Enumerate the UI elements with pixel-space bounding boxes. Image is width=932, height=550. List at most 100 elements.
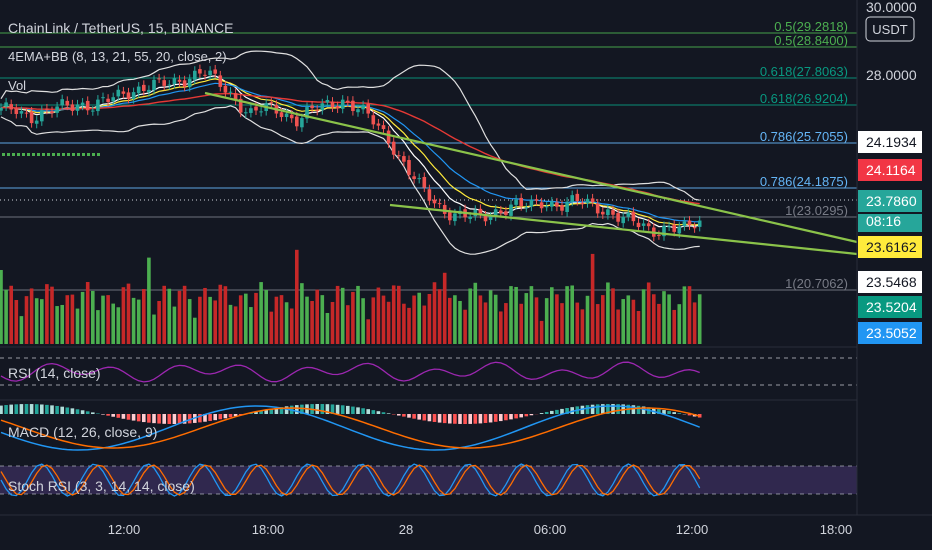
volume-bar (570, 285, 574, 344)
ema-55-line (0, 92, 700, 205)
candle-body (570, 195, 574, 202)
symbol-title[interactable]: ChainLink / TetherUS, 15, BINANCE (8, 20, 234, 36)
candle-body (539, 202, 544, 209)
volume-bar (233, 306, 238, 344)
volume-bar (463, 309, 467, 344)
macd-histogram-bar (315, 404, 319, 414)
candle-body (672, 224, 676, 232)
volume-bar (152, 314, 156, 344)
price-tag (858, 190, 922, 212)
volume-bar (330, 302, 335, 344)
candle-body (249, 108, 253, 113)
volume-bar (320, 295, 325, 344)
macd-histogram-bar (340, 405, 345, 414)
candle-body (284, 113, 289, 118)
macd-histogram-bar (381, 412, 386, 414)
candle-body (386, 130, 391, 144)
macd-histogram-bar (80, 410, 85, 414)
macd-histogram-bar (24, 404, 29, 414)
volume-bar (34, 298, 39, 344)
signal-dot (12, 153, 15, 156)
candle-body (514, 199, 518, 205)
volume-bar (376, 287, 381, 344)
macd-histogram-bar (198, 414, 202, 423)
volume-bar (40, 299, 44, 344)
candle-body (606, 209, 610, 216)
macd-histogram-bar (570, 407, 574, 414)
macd-histogram-bar (631, 405, 636, 414)
bb-upper-line (0, 50, 700, 201)
volume-bar (391, 285, 396, 344)
indicator-legend-ema-bb[interactable]: 4EMA+BB (8, 13, 21, 55, 20, close, 2) (8, 49, 227, 64)
ema-lines (0, 75, 700, 229)
candle-body (407, 160, 411, 175)
candle-body (397, 155, 401, 157)
volume-bar (238, 295, 243, 344)
macd-histogram-bar (126, 414, 131, 420)
price-tag-label: 23.5204 (866, 299, 917, 315)
ema-21-line (0, 82, 700, 223)
price-scale[interactable]: 30.0000 USDT 28.0000 24.1934 24.1164 23.7860 0… (856, 0, 932, 515)
fib-label: 0.618(27.8063) (760, 64, 848, 79)
volume-bar (356, 285, 360, 344)
volume-bar (279, 295, 284, 344)
macd-histogram-bar (60, 406, 64, 414)
macd-histogram-bar (40, 404, 44, 414)
indicator-legend-vol[interactable]: Vol (8, 78, 27, 93)
macd-histogram-bar (157, 414, 161, 424)
macd-histogram-bar (208, 414, 212, 421)
volume-bar (142, 289, 146, 344)
volume-bar (55, 306, 59, 344)
macd-histogram-bar (544, 411, 549, 414)
macd-histogram-bar (295, 405, 299, 414)
bb-lower-line (0, 105, 700, 255)
candle-body (499, 210, 503, 214)
candle-body (402, 156, 406, 162)
macd-histogram-bar (361, 408, 365, 414)
candle-body (555, 202, 559, 207)
candle-body (692, 226, 697, 229)
candle-body (448, 212, 452, 221)
volume-bar (417, 292, 421, 344)
volume-bar (172, 306, 177, 344)
volume-bar (274, 296, 279, 344)
candle-body (453, 213, 457, 222)
macd-histogram-bar (213, 414, 217, 421)
volume-bar (397, 285, 401, 344)
macd-histogram-bar (397, 414, 401, 416)
macd-histogram-bar (106, 414, 110, 416)
volume-bar (136, 299, 141, 344)
candle-body (320, 103, 325, 111)
candle-body (223, 85, 228, 93)
volume-bar (346, 305, 350, 344)
candle-body (412, 176, 416, 180)
volume-bar (14, 300, 19, 344)
volume-bar (29, 288, 34, 344)
candle-body (575, 193, 580, 202)
candle-body (427, 189, 432, 201)
macd-histogram-bar (4, 405, 8, 414)
candle-body (662, 226, 666, 237)
candle-body (80, 102, 85, 106)
macd-legend: MACD (12, 26, close, 9) (8, 424, 157, 440)
volume-bar (519, 303, 523, 344)
candle-body (534, 199, 539, 201)
macd-histogram-bar (218, 414, 223, 420)
macd-histogram-bar (662, 410, 666, 414)
volume-bar (534, 297, 539, 344)
macd-histogram-bar (162, 414, 166, 424)
bollinger-bands (0, 50, 700, 255)
candle-body (371, 115, 376, 125)
time-scale[interactable]: 12:00 18:00 28 06:00 12:00 18:00 (0, 514, 932, 537)
candle-body (131, 92, 136, 100)
candle-body (193, 70, 197, 80)
macd-histogram-bar (585, 405, 590, 414)
candle-body (611, 210, 615, 215)
candle-body (601, 211, 605, 215)
volume-bar (483, 302, 488, 344)
macd-histogram-bar (412, 414, 416, 419)
candle-body (50, 111, 54, 114)
candle-body (478, 208, 483, 214)
macd-histogram-bar (371, 410, 376, 414)
